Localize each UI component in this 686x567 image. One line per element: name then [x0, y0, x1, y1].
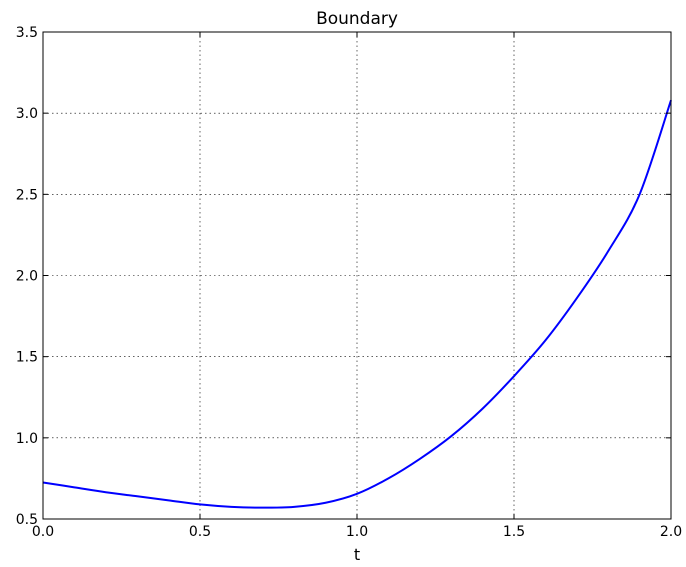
y-tick-label: 2.5 — [16, 187, 38, 203]
x-tick-label: 1.5 — [503, 524, 525, 540]
tick-labels: 0.0 0.5 1.0 1.5 2.00.51.01.52.02.53.03.5 — [16, 25, 682, 540]
x-axis-label: t — [354, 545, 360, 564]
x-tick-label: 0.0 — [32, 524, 54, 540]
x-tick-label: 2.0 — [660, 524, 682, 540]
y-tick-label: 3.5 — [16, 25, 38, 41]
axis-ticks — [42, 31, 672, 520]
y-tick-label: 3.0 — [16, 106, 38, 122]
y-tick-label: 1.5 — [16, 350, 38, 366]
series-line — [42, 99, 672, 509]
x-tick-label: 0.5 — [189, 524, 211, 540]
y-tick-label: 0.5 — [16, 512, 38, 528]
chart-title: Boundary — [316, 9, 398, 29]
x-tick-label: 1.0 — [346, 524, 368, 540]
y-tick-label: 1.0 — [16, 431, 38, 447]
y-tick-label: 2.0 — [16, 269, 38, 285]
grid-lines — [42, 31, 672, 520]
